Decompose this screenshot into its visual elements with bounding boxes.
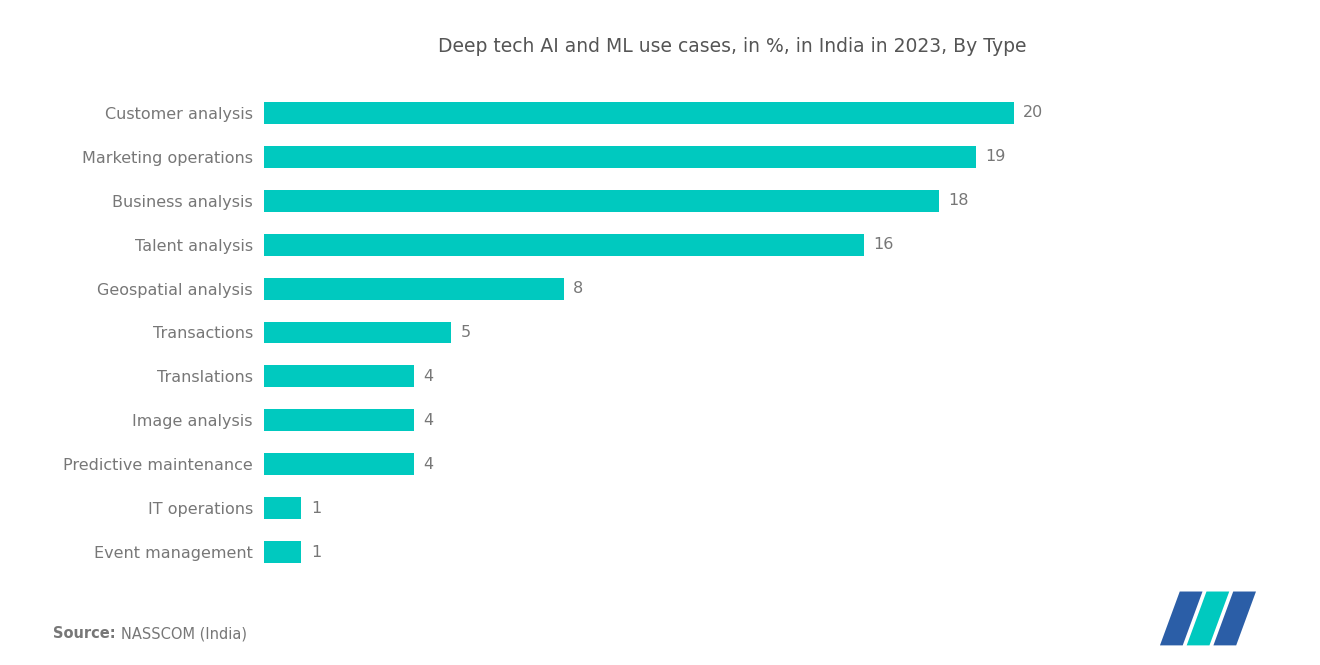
Polygon shape: [1213, 592, 1257, 645]
Polygon shape: [1160, 592, 1203, 645]
Bar: [264, 146, 977, 168]
Text: 4: 4: [424, 369, 433, 384]
Bar: [264, 410, 414, 432]
Bar: [264, 190, 939, 211]
Bar: [264, 277, 564, 299]
Text: 16: 16: [873, 237, 894, 252]
Text: 20: 20: [1023, 105, 1043, 120]
Text: 5: 5: [461, 325, 471, 340]
Text: 1: 1: [312, 545, 321, 560]
Text: 18: 18: [948, 194, 969, 208]
Text: 8: 8: [573, 281, 583, 296]
Text: NASSCOM (India): NASSCOM (India): [121, 626, 247, 642]
Bar: [264, 541, 301, 563]
Bar: [264, 233, 863, 255]
Text: 19: 19: [986, 149, 1006, 164]
Polygon shape: [1187, 592, 1229, 645]
Bar: [264, 366, 414, 388]
Bar: [264, 454, 414, 475]
Bar: [264, 321, 451, 344]
Text: 1: 1: [312, 501, 321, 516]
Text: Source:: Source:: [53, 626, 115, 642]
Bar: [264, 497, 301, 519]
Text: 4: 4: [424, 413, 433, 428]
Text: 4: 4: [424, 457, 433, 471]
Title: Deep tech AI and ML use cases, in %, in India in 2023, By Type: Deep tech AI and ML use cases, in %, in …: [438, 37, 1027, 56]
Bar: [264, 102, 1014, 124]
